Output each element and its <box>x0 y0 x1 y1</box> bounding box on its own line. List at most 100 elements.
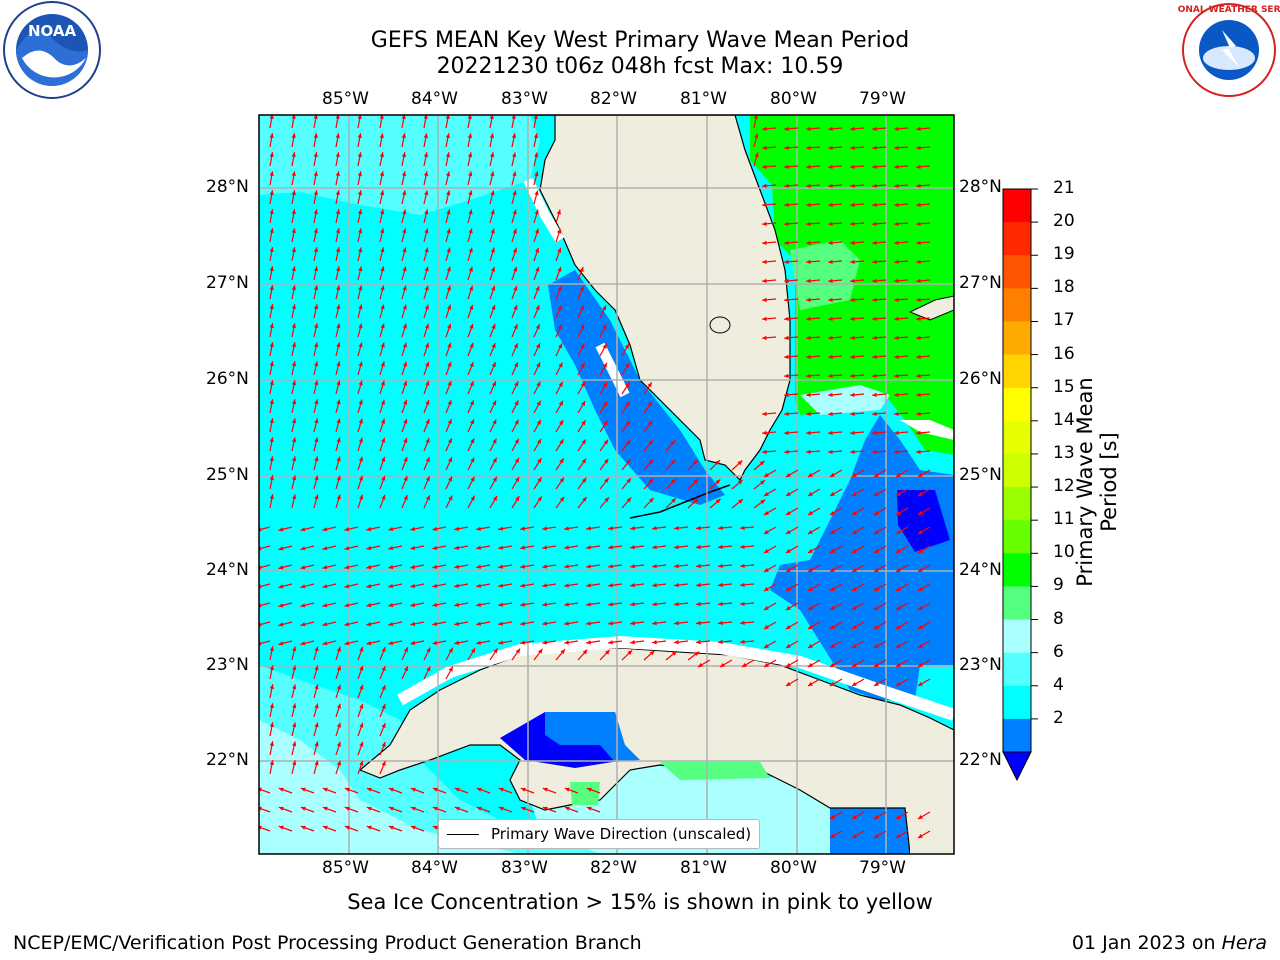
wave-arrow-head <box>313 304 319 310</box>
wave-arrow-head <box>535 266 540 272</box>
wave-arrow-head <box>432 806 438 811</box>
map-legend: Primary Wave Direction (unscaled) <box>438 819 761 849</box>
wave-arrow-head <box>807 548 813 553</box>
wave-arrow-head <box>269 190 274 195</box>
wave-arrow-head <box>806 126 811 131</box>
wave-arrow-head <box>492 438 497 444</box>
wave-arrow-head <box>630 621 635 626</box>
wave-arrow-head <box>498 602 503 607</box>
colorbar-segment <box>1003 586 1031 621</box>
wave-arrow-head <box>648 420 653 426</box>
wave-arrow-head <box>828 373 833 378</box>
wave-arrow-head <box>763 567 769 572</box>
wave-arrow-head <box>534 171 539 177</box>
wave-arrow-head <box>917 586 923 591</box>
lon-label-top-80w: 80°W <box>770 89 817 109</box>
wave-arrow-head <box>851 567 857 572</box>
wave-arrow-head <box>872 373 877 378</box>
wave-arrow-head <box>424 266 429 272</box>
wave-arrow-head <box>313 209 318 215</box>
wave-arrow-head <box>873 643 879 648</box>
wave-arrow-head <box>322 622 328 627</box>
wave-arrow-head <box>269 228 274 233</box>
wave-arrow-head <box>470 438 475 444</box>
wave-arrow-head <box>336 475 341 481</box>
wave-arrow-head <box>626 439 631 445</box>
wave-arrow-head <box>498 787 504 792</box>
wave-arrow-head <box>380 304 385 310</box>
wave-arrow-head <box>564 621 569 626</box>
wave-arrow-head <box>917 833 923 838</box>
wave-arrow-head <box>467 133 472 139</box>
wave-arrow-head <box>671 478 676 484</box>
wave-arrow-head <box>785 586 791 591</box>
wave-arrow-head <box>784 411 789 416</box>
map-frame <box>258 114 955 855</box>
wave-arrow-head <box>894 316 899 321</box>
wave-arrow-head <box>358 342 363 348</box>
colorbar-segment <box>1003 354 1031 389</box>
wave-arrow-head <box>762 411 767 416</box>
wave-arrow-head <box>754 152 759 158</box>
wave-arrow-shaft <box>259 583 271 588</box>
wave-arrow-head <box>292 665 297 671</box>
wave-arrow-head <box>916 145 921 150</box>
wave-arrow-head <box>916 183 921 188</box>
colorbar-tick-label: 21 <box>1053 178 1075 198</box>
colorbar-tick-label: 12 <box>1053 476 1075 497</box>
footer-date: 01 Jan 2023 on Hera <box>1072 932 1267 954</box>
wave-arrow-head <box>425 380 430 386</box>
wave-arrow-head <box>581 439 586 445</box>
wave-arrow-head <box>403 495 408 501</box>
wave-arrow-head <box>762 335 767 340</box>
wave-arrow-head <box>291 285 296 291</box>
wave-arrow-head <box>873 491 879 496</box>
wave-arrow-head <box>873 681 879 686</box>
wave-arrow-head <box>388 825 394 830</box>
wave-arrow-shaft <box>259 602 271 607</box>
wave-arrow-head <box>410 825 416 830</box>
period-band-6-8-southwest <box>259 665 954 854</box>
wave-arrow-head <box>403 457 408 462</box>
wave-arrow-head <box>850 221 855 226</box>
wave-arrow-head <box>829 624 835 629</box>
wave-arrow-head <box>469 362 474 367</box>
wave-arrow-head <box>432 602 438 607</box>
wave-arrow-head <box>535 324 540 330</box>
wave-arrow-head <box>564 564 569 569</box>
wave-arrow-head <box>649 650 655 656</box>
wave-arrow-head <box>359 684 364 690</box>
wave-arrow-head <box>648 478 654 484</box>
wave-arrow-head <box>336 646 341 652</box>
wave-arrow-head <box>895 681 901 686</box>
wave-arrow-head <box>649 497 654 503</box>
wave-arrow-head <box>402 266 407 272</box>
wave-arrow-head <box>403 380 408 386</box>
period-band-2-4-east <box>770 415 954 700</box>
wave-arrow-head <box>763 510 769 515</box>
wave-arrow-head <box>366 545 372 551</box>
wave-arrow-head <box>381 742 386 747</box>
colorbar-segment <box>1003 255 1031 289</box>
wave-arrow-head <box>489 133 494 139</box>
wave-arrow-head <box>291 399 297 405</box>
wave-arrow-head <box>358 247 363 253</box>
colorbar-segment <box>1003 222 1031 256</box>
wave-arrow-head <box>916 221 921 226</box>
wave-arrow-head <box>715 479 721 485</box>
wave-arrow-head <box>492 495 497 501</box>
noaa-logo: NOAA <box>0 0 104 104</box>
wave-arrow-head <box>806 145 811 150</box>
wave-arrow-head <box>423 171 429 177</box>
wave-arrow-head <box>292 646 297 652</box>
wave-arrow-head <box>514 419 519 425</box>
wave-arrow-head <box>335 171 340 177</box>
wave-arrow-head <box>917 567 923 572</box>
wave-arrow-head <box>402 190 407 196</box>
wave-arrow-head <box>895 472 901 477</box>
wave-arrow-head <box>754 133 759 139</box>
wave-arrow-head <box>580 324 585 330</box>
wave-arrow-head <box>366 825 372 830</box>
wave-arrow-head <box>872 278 877 283</box>
wave-arrow-head <box>380 361 385 367</box>
